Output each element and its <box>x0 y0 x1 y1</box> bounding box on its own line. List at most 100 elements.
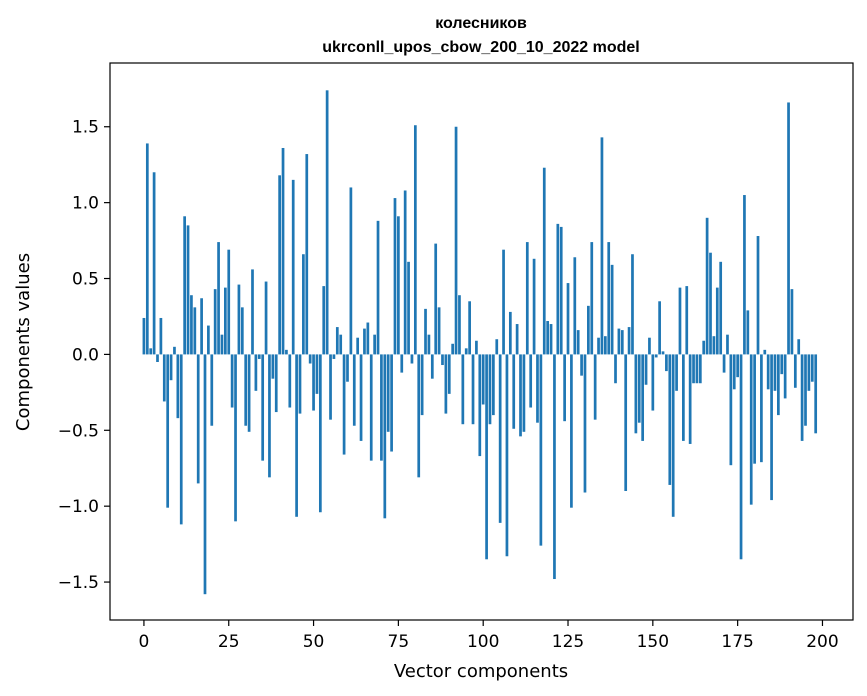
bar <box>505 354 509 557</box>
bar <box>624 354 628 491</box>
bar <box>797 339 801 355</box>
bar <box>179 354 183 525</box>
bar <box>587 305 590 355</box>
bar <box>210 354 214 426</box>
bar <box>200 298 203 355</box>
bar <box>525 242 529 355</box>
bar <box>793 354 797 388</box>
bar <box>481 354 485 405</box>
x-tick-label: 125 <box>552 632 584 652</box>
bar <box>413 125 417 355</box>
bar <box>227 249 231 355</box>
bar <box>312 354 315 411</box>
bar <box>342 354 346 455</box>
bar <box>471 354 475 425</box>
bar <box>675 354 678 391</box>
bar <box>244 354 248 426</box>
x-tick-label: 150 <box>637 632 669 652</box>
bar <box>302 254 305 355</box>
bar <box>573 257 577 355</box>
bar <box>281 147 285 355</box>
bar <box>322 286 326 355</box>
bar <box>166 354 170 508</box>
bar <box>454 126 458 355</box>
bar <box>549 324 553 355</box>
bar <box>417 354 421 478</box>
bar <box>156 354 159 362</box>
bar <box>800 354 804 441</box>
bar <box>217 242 220 355</box>
bar <box>444 354 448 414</box>
bar <box>220 334 224 355</box>
bar <box>790 289 794 355</box>
bar <box>712 336 716 355</box>
bar <box>437 307 441 355</box>
bar <box>315 354 319 394</box>
bar <box>203 354 207 595</box>
bar <box>580 354 583 376</box>
bar <box>658 301 661 355</box>
bar <box>145 143 149 355</box>
chart-subtitle: ukrconll_upos_cbow_200_10_2022 model <box>322 39 639 56</box>
bar <box>502 249 505 355</box>
bar <box>451 343 455 355</box>
bar <box>553 354 556 580</box>
bar <box>485 354 488 560</box>
bar <box>376 220 380 355</box>
bar <box>380 354 383 461</box>
bar <box>760 354 763 463</box>
bar <box>346 354 349 382</box>
bar <box>403 190 407 355</box>
bar <box>685 286 689 355</box>
bar <box>512 354 516 429</box>
bar <box>715 287 719 355</box>
bar <box>719 261 723 355</box>
bar <box>756 236 760 355</box>
bar <box>583 354 587 493</box>
bar <box>359 354 363 441</box>
bar <box>173 346 176 355</box>
bar <box>207 325 210 355</box>
bar <box>726 334 729 355</box>
bar <box>729 354 733 466</box>
bar <box>274 354 278 413</box>
bar <box>366 322 370 355</box>
bar <box>268 354 271 478</box>
x-tick-label: 50 <box>303 632 325 652</box>
bar <box>787 102 790 355</box>
bar <box>349 187 353 355</box>
y-axis-label: Components values <box>13 253 34 431</box>
bar <box>397 216 400 355</box>
bar <box>810 354 814 382</box>
bar <box>763 349 767 355</box>
bar <box>264 281 268 355</box>
bar <box>641 354 645 441</box>
bar <box>251 269 254 355</box>
bar <box>603 336 607 355</box>
bar <box>777 354 780 416</box>
bar <box>607 242 611 355</box>
bar <box>736 354 740 378</box>
plot-frame <box>109 62 854 621</box>
bar <box>234 354 237 522</box>
y-tick-label: 0.5 <box>72 270 99 290</box>
bar <box>682 354 685 441</box>
bar <box>369 354 373 461</box>
bar <box>193 307 197 355</box>
bar <box>631 254 634 355</box>
bar <box>688 354 692 444</box>
bar <box>288 354 292 408</box>
bars-group <box>142 90 818 595</box>
bar <box>654 354 658 358</box>
bar <box>159 317 163 355</box>
bar <box>597 337 600 355</box>
bar <box>644 354 648 385</box>
x-tick-label: 25 <box>218 632 240 652</box>
bar <box>753 354 756 464</box>
bar <box>695 354 699 384</box>
bar <box>665 354 668 372</box>
bar <box>542 167 546 355</box>
bar <box>495 339 499 355</box>
bar <box>559 226 563 355</box>
